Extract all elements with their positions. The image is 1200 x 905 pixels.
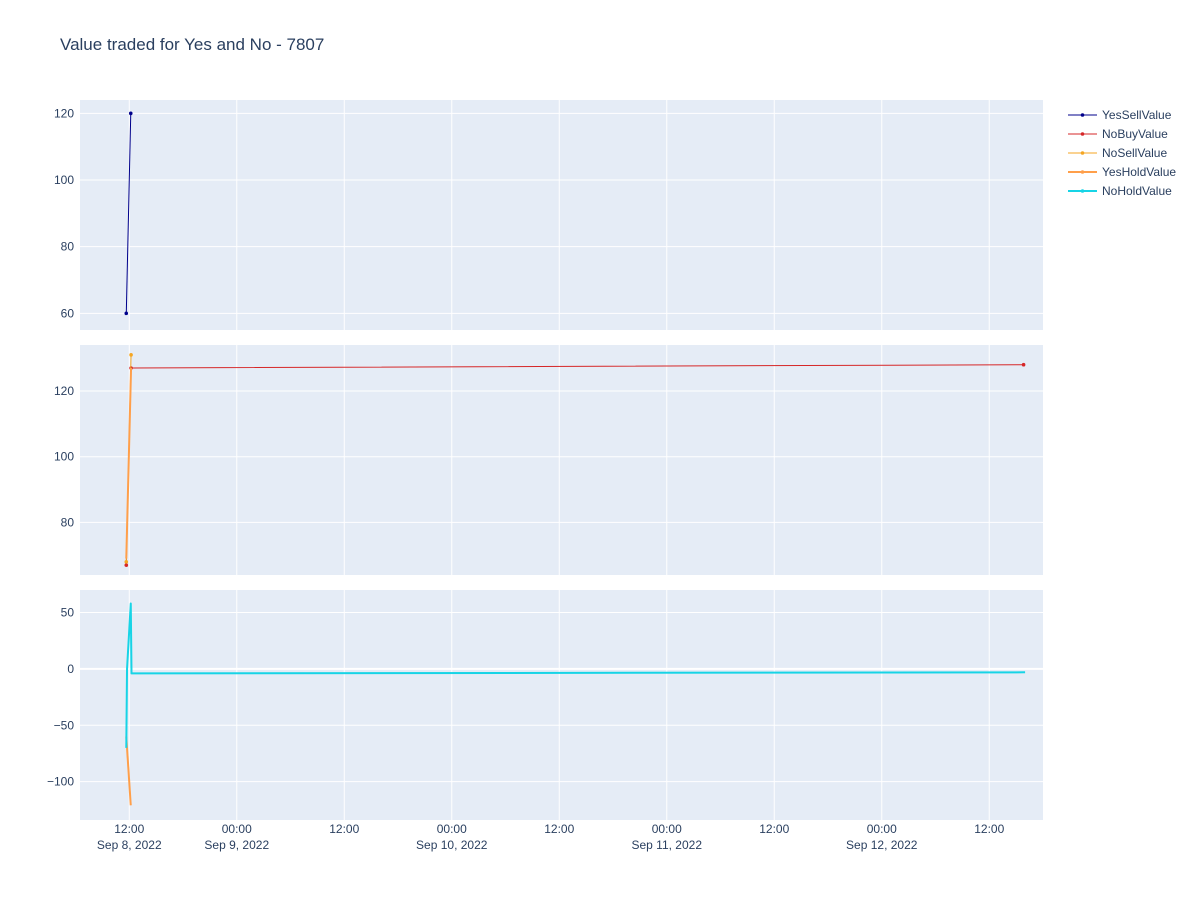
y-tick-label: 120 [54, 384, 74, 398]
legend-item-YesSellValue[interactable]: YesSellValue [1068, 108, 1172, 122]
x-tick-label: 12:00 [114, 822, 144, 836]
x-tick-label: 12:00 [759, 822, 789, 836]
legend-swatch-marker [1080, 151, 1085, 155]
legend-item-NoSellValue[interactable]: NoSellValue [1068, 146, 1167, 160]
x-tick-date-label: Sep 11, 2022 [632, 838, 703, 852]
x-tick-date-label: Sep 8, 2022 [97, 838, 162, 852]
legend-item-YesHoldValue[interactable]: YesHoldValue [1068, 165, 1176, 179]
series-line-YesHoldValue [125, 736, 132, 806]
data-point-NoSellValue [124, 560, 129, 564]
x-tick-label: 00:00 [867, 822, 897, 836]
subplot-1: 60 80 100 120 [54, 100, 1043, 330]
series-line-YesHoldValue [125, 367, 133, 559]
legend: YesSellValue NoBuyValue NoSellValue YesHold… [1068, 108, 1176, 198]
series-line-YesSellValue [125, 113, 132, 314]
x-tick-label: 12:00 [329, 822, 359, 836]
y-tick-label: 100 [54, 450, 74, 464]
legend-label: NoBuyValue [1102, 127, 1168, 141]
data-point-YesSellValue [128, 111, 133, 116]
data-point-NoBuyValue [124, 563, 129, 567]
legend-item-NoBuyValue[interactable]: NoBuyValue [1068, 127, 1168, 141]
x-tick-date-label: Sep 9, 2022 [204, 838, 269, 852]
legend-swatch-marker [1080, 132, 1085, 136]
subplot-2: 80 100 120 [54, 345, 1043, 575]
y-tick-label: 80 [61, 515, 75, 529]
x-tick-label: 12:00 [544, 822, 574, 836]
x-tick-label: 12:00 [974, 822, 1004, 836]
legend-label: YesSellValue [1102, 108, 1172, 122]
plot-background [80, 345, 1043, 575]
subplot-3: −100 −50 0 50 [47, 590, 1043, 820]
chart-title: Value traded for Yes and No - 7807 [60, 35, 324, 54]
data-point-YesSellValue [124, 311, 129, 316]
y-tick-label: 60 [61, 306, 75, 320]
y-tick-label: 0 [67, 662, 74, 676]
x-tick-label: 00:00 [652, 822, 682, 836]
legend-label: NoHoldValue [1102, 184, 1172, 198]
y-tick-label: 100 [54, 173, 74, 187]
series-line-NoHoldValue [125, 602, 1026, 748]
x-tick-label: 00:00 [437, 822, 467, 836]
x-tick-date-label: Sep 10, 2022 [416, 838, 488, 852]
x-tick-date-label: Sep 12, 2022 [846, 838, 918, 852]
data-point-NoBuyValue [1021, 362, 1026, 367]
legend-swatch-marker [1080, 170, 1085, 174]
y-tick-label: 50 [61, 606, 75, 620]
plot-background [80, 100, 1043, 330]
legend-label: NoSellValue [1102, 146, 1167, 160]
legend-item-NoHoldValue[interactable]: NoHoldValue [1068, 184, 1172, 198]
y-tick-label: 120 [54, 106, 74, 120]
plot-background [80, 590, 1043, 820]
y-tick-label: −100 [47, 775, 74, 789]
x-tick-label: 00:00 [222, 822, 252, 836]
legend-swatch-marker [1080, 113, 1085, 117]
legend-label: YesHoldValue [1102, 165, 1176, 179]
y-tick-label: −50 [54, 718, 75, 732]
data-point-NoSellValue [129, 353, 133, 357]
y-tick-label: 80 [61, 240, 75, 254]
legend-swatch-marker [1080, 189, 1085, 193]
